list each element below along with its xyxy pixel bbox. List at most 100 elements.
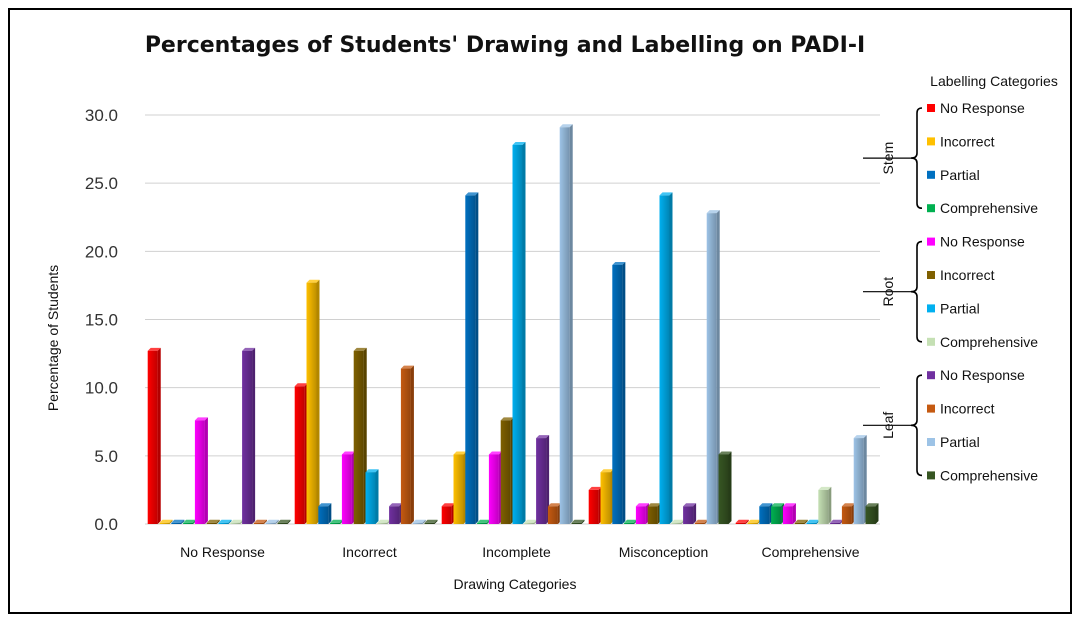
bar: [536, 435, 550, 524]
bar-top: [365, 469, 379, 473]
bar-side-shade: [181, 519, 185, 524]
legend-entry: Partial: [940, 300, 980, 316]
bar: [706, 210, 720, 524]
y-tick-label: 25.0: [85, 174, 118, 193]
bar-top: [794, 519, 808, 523]
chart-title: Percentages of Students' Drawing and Lab…: [145, 33, 865, 58]
bar-shade: [488, 454, 499, 524]
legend-swatch: [927, 271, 935, 279]
bar: [612, 261, 626, 524]
bar-side: [181, 519, 185, 524]
bar-side: [693, 503, 697, 524]
y-tick-label: 30.0: [85, 106, 118, 125]
bar: [242, 347, 256, 524]
bar-shade: [600, 472, 611, 524]
bar-top: [412, 519, 426, 523]
bar-shade: [441, 506, 452, 524]
bar-top: [524, 519, 538, 523]
bar-top: [242, 347, 256, 351]
legend-group-label: Leaf: [880, 412, 896, 439]
bar-top: [465, 192, 479, 196]
bar: [782, 503, 796, 524]
legend-swatch: [927, 137, 935, 146]
bar-side: [581, 519, 585, 524]
bar-top: [841, 503, 855, 507]
bar-top: [500, 417, 514, 421]
bar-side-shade: [792, 503, 796, 524]
x-axis-categories: No Response Incorrect Incomplete Misconcept…: [180, 544, 860, 560]
legend-swatch: [927, 337, 935, 346]
bar-shade: [559, 127, 570, 525]
legend-entry: Comprehensive: [940, 200, 1038, 216]
bar-shade: [671, 522, 682, 524]
bar-top: [294, 383, 308, 387]
bar-shade: [341, 454, 352, 524]
bar-side: [522, 141, 526, 524]
bar: [306, 279, 320, 524]
bar: [830, 519, 844, 524]
legend-swatch: [927, 104, 935, 112]
bar: [647, 503, 661, 524]
bar: [818, 486, 832, 524]
bar: [318, 503, 332, 524]
legend-entry: Comprehensive: [940, 467, 1038, 483]
bar-top: [588, 486, 602, 490]
bar-top: [400, 365, 414, 369]
bar-shade: [683, 506, 694, 524]
bar: [624, 519, 638, 524]
bar-top: [818, 486, 832, 490]
bar-top: [147, 347, 161, 351]
bar-shade: [353, 350, 364, 524]
bar-shade: [706, 213, 717, 524]
y-tick-label: 15.0: [85, 311, 118, 330]
bar-top: [477, 519, 491, 523]
legend-swatch: [927, 371, 935, 380]
bar-shade: [306, 282, 317, 524]
bar: [194, 417, 208, 524]
bar-side: [422, 519, 426, 524]
bar-shade: [330, 522, 341, 524]
bar: [294, 383, 308, 524]
bar-top: [341, 451, 355, 455]
bar-side-shade: [828, 486, 832, 524]
bar-side: [263, 519, 267, 524]
bar-side: [475, 192, 479, 525]
bar-side-shade: [716, 210, 720, 524]
legend-group-label: Root: [880, 277, 896, 307]
y-tick-label: 10.0: [85, 379, 118, 398]
bar-side-shade: [287, 519, 291, 524]
bar-side-shade: [228, 519, 232, 524]
bar-top: [659, 192, 673, 196]
legend-entry: Incorrect: [940, 401, 995, 417]
bar-shade: [830, 522, 841, 524]
bar-top: [389, 503, 403, 507]
bar-shade: [588, 489, 599, 524]
bar-side-shade: [581, 519, 585, 524]
bar: [230, 519, 244, 524]
bar-shade: [624, 522, 635, 524]
x-category-label: Incomplete: [482, 544, 551, 560]
bar-side: [410, 365, 414, 524]
bar-top: [853, 435, 867, 439]
bar-shade: [524, 522, 535, 524]
bar: [659, 192, 673, 525]
bar: [853, 435, 867, 524]
bar-shade: [294, 386, 305, 524]
bar-top: [771, 503, 785, 507]
bar: [183, 519, 197, 524]
bar-top: [253, 519, 267, 523]
bar-shade: [218, 522, 229, 524]
bar-side-shade: [804, 519, 808, 524]
bar-shade: [747, 522, 758, 524]
bar-side-shade: [422, 519, 426, 524]
bar: [488, 451, 502, 524]
bar-side: [434, 519, 438, 524]
bar-top: [612, 261, 626, 265]
bar-top: [183, 519, 197, 523]
bar-top: [806, 519, 820, 523]
legend-entry: Incorrect: [940, 133, 995, 149]
bar: [253, 519, 267, 524]
bar-side-shade: [328, 503, 332, 524]
bar-top: [230, 519, 244, 523]
legend-group-label: Stem: [880, 142, 896, 175]
